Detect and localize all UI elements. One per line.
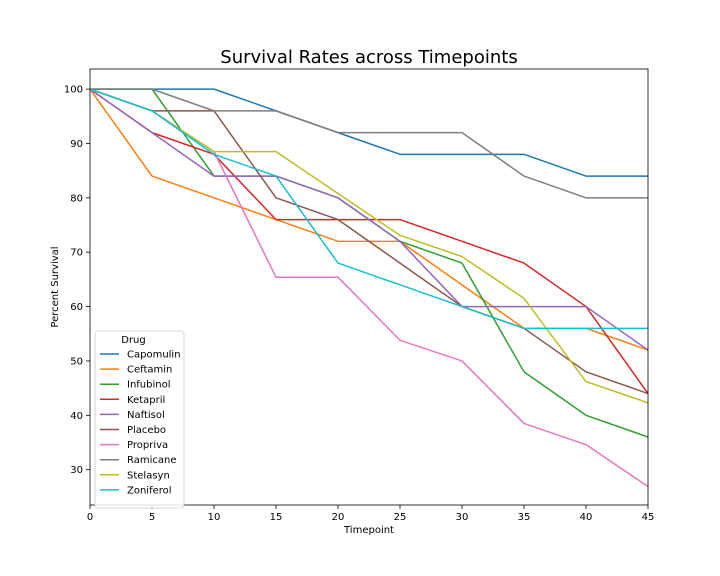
- series-line-naftisol: [89, 88, 649, 351]
- series-line-placebo: [89, 88, 649, 395]
- x-tick-label: 0: [87, 512, 93, 523]
- series-line-stelasyn: [89, 88, 649, 404]
- legend-label-capomulin: Capomulin: [127, 350, 181, 361]
- chart-title: Survival Rates across Timepoints: [220, 47, 517, 68]
- y-tick-label: 100: [64, 85, 83, 96]
- legend-title: Drug: [121, 335, 146, 346]
- legend-box: [94, 330, 185, 509]
- y-axis: 30 40 50 60 70 80 90 100: [64, 85, 90, 476]
- x-tick-label: 30: [456, 512, 469, 523]
- series-line-ramicane: [90, 88, 648, 199]
- series-line-capomulin: [90, 88, 648, 177]
- x-tick-label: 35: [518, 512, 531, 523]
- legend-label-stelasyn: Stelasyn: [127, 470, 170, 481]
- series-line-zoniferol: [89, 88, 648, 330]
- x-tick-label: 15: [270, 512, 283, 523]
- x-tick-label: 5: [149, 512, 155, 523]
- x-tick-label: 40: [580, 512, 593, 523]
- legend-label-infubinol: Infubinol: [127, 380, 171, 391]
- legend-label-ceftamin: Ceftamin: [127, 365, 172, 376]
- legend-label-placebo: Placebo: [127, 425, 166, 436]
- y-tick-label: 60: [70, 302, 83, 313]
- x-tick-label: 10: [208, 512, 221, 523]
- plot-area: [89, 68, 649, 506]
- y-tick-label: 90: [70, 139, 83, 150]
- y-tick-label: 50: [70, 356, 83, 367]
- y-tick-label: 30: [70, 465, 83, 476]
- legend-label-ketapril: Ketapril: [127, 395, 165, 406]
- y-axis-label: Percent Survival: [50, 246, 61, 327]
- x-tick-label: 20: [332, 512, 345, 523]
- x-tick-label: 25: [394, 512, 407, 523]
- y-tick-label: 70: [70, 248, 83, 259]
- legend-label-propriva: Propriva: [127, 440, 168, 451]
- y-tick-label: 80: [70, 193, 83, 204]
- legend: Drug Capomulin Ceftamin Infubinol Ketapril Na…: [94, 330, 185, 509]
- legend-label-naftisol: Naftisol: [127, 410, 165, 421]
- x-axis: 0 5 10 15 20 25 30 35 40 45: [87, 505, 655, 523]
- y-tick-label: 40: [70, 411, 83, 422]
- plot-frame: [89, 68, 649, 506]
- x-axis-label: Timepoint: [343, 525, 394, 536]
- legend-label-zoniferol: Zoniferol: [127, 485, 172, 496]
- legend-label-ramicane: Ramicane: [127, 455, 177, 466]
- x-tick-label: 45: [642, 512, 655, 523]
